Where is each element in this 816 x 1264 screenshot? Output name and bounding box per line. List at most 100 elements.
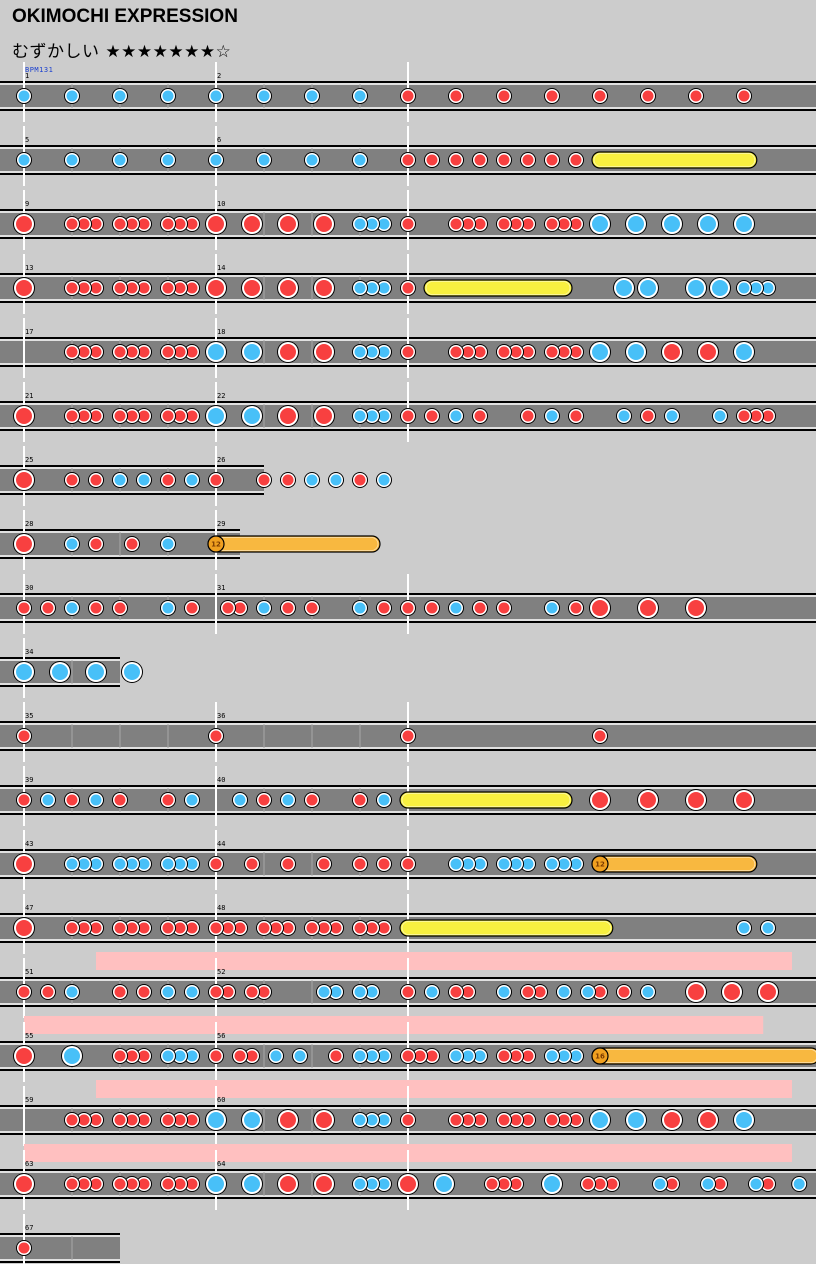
note-face xyxy=(66,218,78,230)
don-note xyxy=(76,216,92,232)
note-face xyxy=(174,858,186,870)
note-face xyxy=(450,1050,462,1062)
note-face xyxy=(16,1176,32,1192)
note-face xyxy=(664,1112,680,1128)
don-note xyxy=(244,984,260,1000)
note-face xyxy=(474,858,486,870)
big-don-note xyxy=(685,597,707,619)
note-face xyxy=(736,344,752,360)
ka-note xyxy=(364,344,380,360)
don-note xyxy=(424,600,440,616)
big-ka-note xyxy=(685,277,707,299)
ka-note xyxy=(352,152,368,168)
note-face xyxy=(354,986,366,998)
note-face xyxy=(16,536,32,552)
don-note xyxy=(364,920,380,936)
don-note xyxy=(496,1048,512,1064)
score-row-14: 47 48 xyxy=(0,894,816,954)
note-face xyxy=(664,344,680,360)
note-face xyxy=(570,602,582,614)
note-face xyxy=(378,1050,390,1062)
ka-note xyxy=(472,856,488,872)
note-face xyxy=(366,1178,378,1190)
song-title: OKIMOCHI EXPRESSION xyxy=(12,6,238,27)
big-don-note xyxy=(241,213,263,235)
measure-number: 25 xyxy=(25,456,33,464)
big-don-note xyxy=(241,277,263,299)
ka-note xyxy=(664,408,680,424)
note-face xyxy=(558,858,570,870)
don-note xyxy=(304,600,320,616)
note-face xyxy=(66,858,78,870)
note-face xyxy=(592,216,608,232)
big-ka-note xyxy=(541,1173,563,1195)
don-note xyxy=(472,152,488,168)
ka-note xyxy=(328,472,344,488)
note-face xyxy=(570,218,582,230)
don-note xyxy=(172,408,188,424)
ka-note xyxy=(304,88,320,104)
note-face xyxy=(330,986,342,998)
note-face xyxy=(700,216,716,232)
note-face xyxy=(316,1176,332,1192)
measure-number: 67 xyxy=(25,1224,33,1232)
note-face xyxy=(510,858,522,870)
don-note xyxy=(544,1112,560,1128)
ka-note xyxy=(652,1176,668,1192)
note-face xyxy=(138,1178,150,1190)
note-face xyxy=(66,602,78,614)
ka-note xyxy=(496,984,512,1000)
note-face xyxy=(66,474,78,486)
big-don-note xyxy=(13,1045,35,1067)
note-face xyxy=(750,410,762,422)
note-face xyxy=(244,280,260,296)
note-face xyxy=(78,858,90,870)
note-face xyxy=(114,1178,126,1190)
note-face xyxy=(186,794,198,806)
ka-note xyxy=(760,280,776,296)
note-face xyxy=(498,154,510,166)
note-face xyxy=(18,154,30,166)
note-face xyxy=(450,602,462,614)
score-row-6: 21 22 xyxy=(0,382,816,442)
big-ka-note xyxy=(241,405,263,427)
note-face xyxy=(90,602,102,614)
note-face xyxy=(366,346,378,358)
ka-note xyxy=(364,216,380,232)
note-face xyxy=(546,410,558,422)
note-face xyxy=(18,794,30,806)
drumroll-note xyxy=(399,791,573,809)
note-face xyxy=(78,1114,90,1126)
note-face xyxy=(258,922,270,934)
note-face xyxy=(450,1114,462,1126)
ka-note xyxy=(640,984,656,1000)
note-face xyxy=(306,90,318,102)
note-face xyxy=(258,474,270,486)
note-face xyxy=(208,1176,224,1192)
ka-note xyxy=(112,472,128,488)
ka-note xyxy=(352,216,368,232)
note-face xyxy=(688,792,704,808)
don-note xyxy=(760,1176,776,1192)
note-face xyxy=(378,282,390,294)
note-face xyxy=(114,154,126,166)
don-note xyxy=(400,344,416,360)
don-note xyxy=(496,600,512,616)
note-face xyxy=(736,792,752,808)
note-face xyxy=(592,792,608,808)
ka-note xyxy=(376,1048,392,1064)
note-face xyxy=(318,858,330,870)
note-face xyxy=(114,90,126,102)
note-face xyxy=(162,474,174,486)
big-ka-note xyxy=(121,661,143,683)
ka-note xyxy=(160,600,176,616)
note-face xyxy=(522,1050,534,1062)
note-face xyxy=(640,792,656,808)
big-don-note xyxy=(685,789,707,811)
ka-note xyxy=(544,408,560,424)
note-face xyxy=(582,986,594,998)
measure-number: 26 xyxy=(217,456,225,464)
don-note xyxy=(124,1112,140,1128)
big-don-note xyxy=(733,789,755,811)
don-note xyxy=(496,1112,512,1128)
